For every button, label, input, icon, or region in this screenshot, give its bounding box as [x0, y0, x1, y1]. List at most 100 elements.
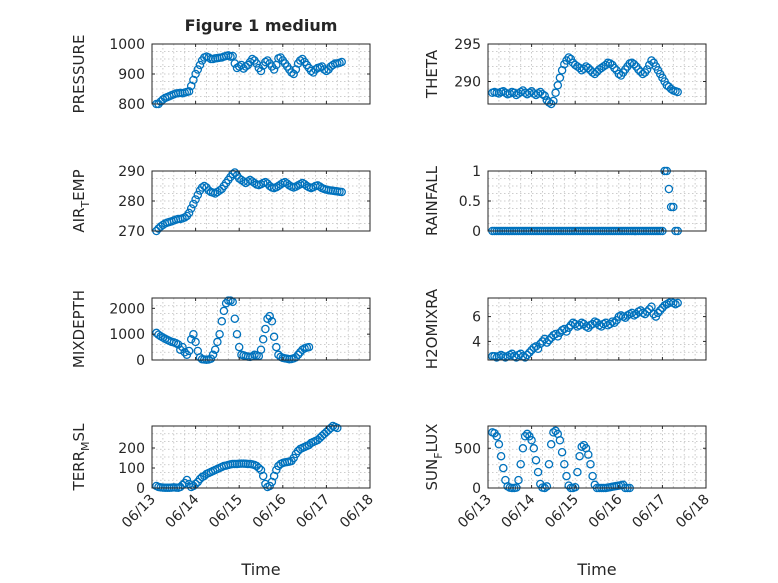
data-point	[269, 65, 279, 74]
data-point	[560, 324, 569, 334]
y-axis-label-tail: LUX	[423, 424, 441, 453]
data-point	[215, 186, 224, 195]
data-point	[492, 432, 501, 441]
y-axis-label-subscript: F	[432, 452, 445, 458]
data-point	[269, 332, 279, 342]
data-point	[232, 329, 242, 339]
data-point	[555, 73, 565, 83]
data-point	[261, 324, 270, 334]
data-point	[193, 190, 203, 200]
data-point	[647, 56, 656, 65]
data-point	[272, 465, 281, 475]
data-point	[219, 306, 229, 316]
data-point	[664, 184, 674, 194]
y-axis-label-subscript: M	[79, 441, 92, 451]
y-tick-label: 200	[118, 441, 145, 457]
data-point	[533, 344, 543, 354]
data-point	[669, 202, 678, 212]
data-point	[544, 459, 554, 469]
y-tick-label: 6	[472, 310, 481, 326]
y-tick-label: 0	[472, 224, 481, 240]
axes-box	[487, 425, 707, 489]
data-point	[326, 423, 336, 433]
data-point	[180, 213, 189, 222]
data-point	[647, 302, 656, 311]
data-point	[544, 98, 554, 107]
data-point	[272, 342, 281, 352]
y-tick-label: 1	[472, 164, 481, 180]
data-point	[200, 181, 209, 191]
data-point	[193, 65, 203, 74]
x-axis-label: Time	[240, 560, 280, 579]
data-point	[533, 467, 543, 477]
data-point	[610, 318, 619, 328]
data-point	[673, 298, 682, 308]
y-tick-label: 290	[454, 75, 481, 91]
data-point	[564, 53, 573, 62]
data-point	[333, 423, 342, 433]
subplot-rainfall: 0 0.5 1 RAINFALL	[423, 164, 707, 240]
data-point	[549, 96, 558, 106]
data-point	[189, 329, 198, 339]
data-point	[322, 66, 331, 76]
data-point	[542, 482, 552, 491]
data-point	[154, 330, 163, 339]
subplot-air-temp: 270 280 290 AIRTEMP	[70, 164, 371, 240]
y-tick-label: 1000	[109, 327, 145, 343]
y-axis-label: PRESSURE	[70, 35, 88, 114]
data-point	[289, 69, 298, 79]
data-point	[653, 308, 663, 318]
data-point	[575, 451, 584, 461]
data-point	[551, 88, 560, 98]
data-point	[234, 342, 244, 352]
y-tick-label: 800	[118, 97, 145, 113]
data-point	[191, 69, 200, 79]
y-tick-label: 0	[472, 481, 481, 497]
subplot-pressure: 800 900 1000 PRESSURE Figure 1 medium	[70, 16, 371, 114]
data-point	[520, 432, 530, 441]
y-axis-label-tail: SL	[70, 423, 88, 442]
grid-lines	[488, 426, 706, 488]
data-series	[152, 51, 346, 109]
data-point	[584, 63, 593, 73]
data-point	[518, 444, 528, 453]
data-point	[555, 436, 565, 445]
x-tick-label: 06/14	[499, 491, 539, 531]
data-point	[531, 455, 541, 465]
data-point	[645, 304, 654, 314]
data-point	[529, 444, 539, 453]
y-tick-label: 280	[118, 194, 145, 210]
data-point	[522, 429, 532, 439]
y-tick-label: 100	[118, 461, 145, 477]
y-tick-label: 900	[118, 67, 145, 83]
data-point	[191, 195, 200, 204]
y-tick-label: 270	[118, 224, 145, 240]
data-point	[522, 350, 532, 360]
x-tick-label: 06/15	[206, 492, 246, 532]
data-point	[655, 306, 665, 315]
data-point	[496, 451, 506, 461]
y-axis-label-main: THETA	[423, 49, 441, 99]
data-point	[295, 56, 305, 65]
data-point	[189, 199, 198, 209]
y-axis-label: TERRMSL	[70, 423, 92, 492]
data-point	[304, 342, 314, 352]
data-point	[610, 63, 619, 73]
data-point	[629, 59, 639, 69]
data-point	[180, 348, 189, 357]
data-point	[531, 342, 541, 351]
y-tick-label: 2000	[109, 301, 145, 317]
data-series	[152, 168, 346, 236]
y-axis-label-tail: EMP	[70, 169, 88, 200]
y-axis-label: MIXDEPTH	[70, 290, 88, 368]
data-point	[234, 62, 244, 71]
subplot-sun-flux: 0 500 06/13 06/14 06/15 06/16 06/17 06/18 Time SU…	[423, 424, 713, 579]
data-point	[551, 329, 560, 339]
data-point	[217, 317, 227, 326]
y-axis-label: RAINFALL	[423, 165, 441, 236]
data-point	[525, 348, 534, 357]
data-point	[184, 346, 194, 356]
data-point	[499, 463, 508, 473]
data-point	[228, 169, 237, 179]
